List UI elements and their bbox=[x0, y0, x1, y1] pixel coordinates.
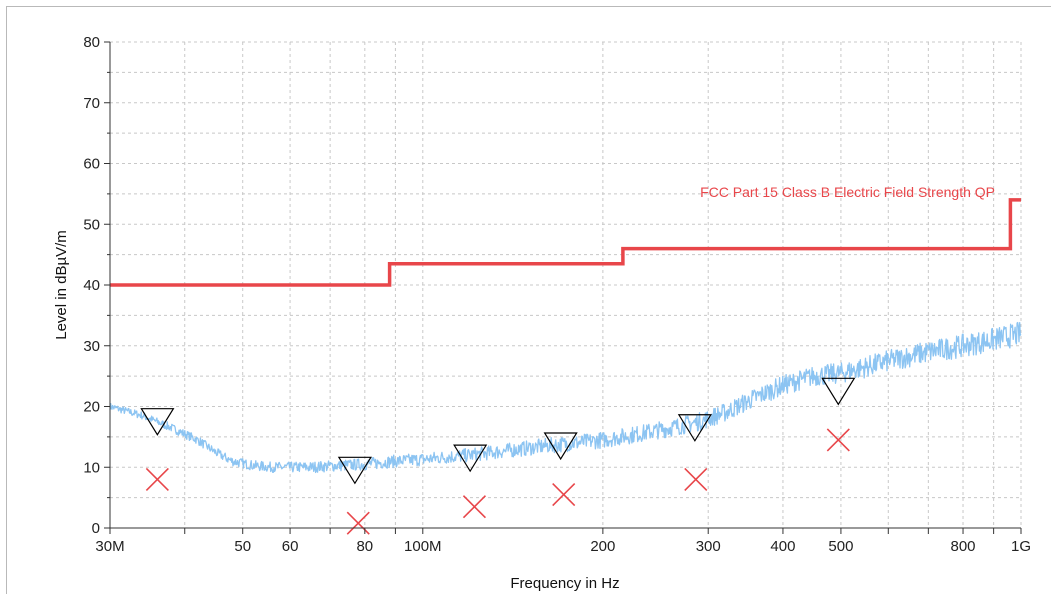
x-tick-label: 1G bbox=[1011, 538, 1031, 555]
peak-marker bbox=[677, 414, 712, 442]
y-tick-label: 80 bbox=[83, 34, 100, 51]
limit-line bbox=[110, 198, 1021, 287]
qp-marker-stroke bbox=[462, 495, 487, 519]
qp-marker-stroke bbox=[552, 483, 576, 507]
measurement-trace bbox=[109, 321, 1022, 474]
x-tick-label: 100M bbox=[404, 538, 442, 555]
qp-marker bbox=[552, 483, 576, 507]
qp-marker bbox=[684, 467, 708, 491]
qp-marker-stroke bbox=[684, 467, 708, 491]
peak-marker bbox=[821, 377, 856, 406]
peak-marker bbox=[543, 432, 578, 461]
labels-layer: Frequency in Hz Level in dBµV/m FCC Part… bbox=[53, 184, 995, 592]
qp-marker bbox=[462, 495, 487, 519]
qp-marker-stroke bbox=[145, 467, 169, 491]
peak-marker bbox=[453, 444, 488, 473]
y-tick-label: 70 bbox=[83, 95, 100, 112]
peak-marker bbox=[337, 456, 372, 485]
limit-layer bbox=[110, 198, 1021, 287]
y-tick-label: 60 bbox=[83, 156, 100, 173]
axes: 0 10 20 30 40 50 60 70 80 30M 50 60 80 100M 200 300 400 5… bbox=[83, 34, 1031, 555]
chart-frame bbox=[6, 6, 1051, 594]
x-tick-label: 30M bbox=[95, 538, 124, 555]
x-tick-label: 400 bbox=[770, 538, 795, 555]
qp-marker-stroke bbox=[826, 428, 850, 452]
y-tick-label: 20 bbox=[83, 399, 100, 416]
qp-marker-stroke bbox=[346, 511, 370, 535]
marker-layer bbox=[140, 377, 856, 535]
y-tick-label: 30 bbox=[83, 338, 100, 355]
y-tick-label: 10 bbox=[83, 459, 100, 476]
x-tick-label: 800 bbox=[951, 538, 976, 555]
limit-line-label: FCC Part 15 Class B Electric Field Stren… bbox=[700, 184, 995, 200]
trace-layer bbox=[109, 321, 1022, 474]
x-tick-label: 200 bbox=[590, 538, 615, 555]
peak-marker bbox=[140, 408, 175, 436]
y-tick-label: 50 bbox=[83, 216, 100, 233]
x-tick-label: 60 bbox=[282, 538, 299, 555]
qp-marker bbox=[346, 511, 370, 535]
x-tick-label: 50 bbox=[234, 538, 251, 555]
y-axis-label: Level in dBµV/m bbox=[53, 230, 70, 340]
x-tick-label: 500 bbox=[828, 538, 853, 555]
x-axis-label: Frequency in Hz bbox=[510, 575, 619, 592]
qp-marker bbox=[145, 467, 169, 491]
y-tick-label: 40 bbox=[83, 277, 100, 294]
y-tick-label: 0 bbox=[92, 520, 100, 537]
qp-marker bbox=[826, 428, 850, 452]
x-tick-label: 300 bbox=[696, 538, 721, 555]
x-tick-label: 80 bbox=[356, 538, 373, 555]
